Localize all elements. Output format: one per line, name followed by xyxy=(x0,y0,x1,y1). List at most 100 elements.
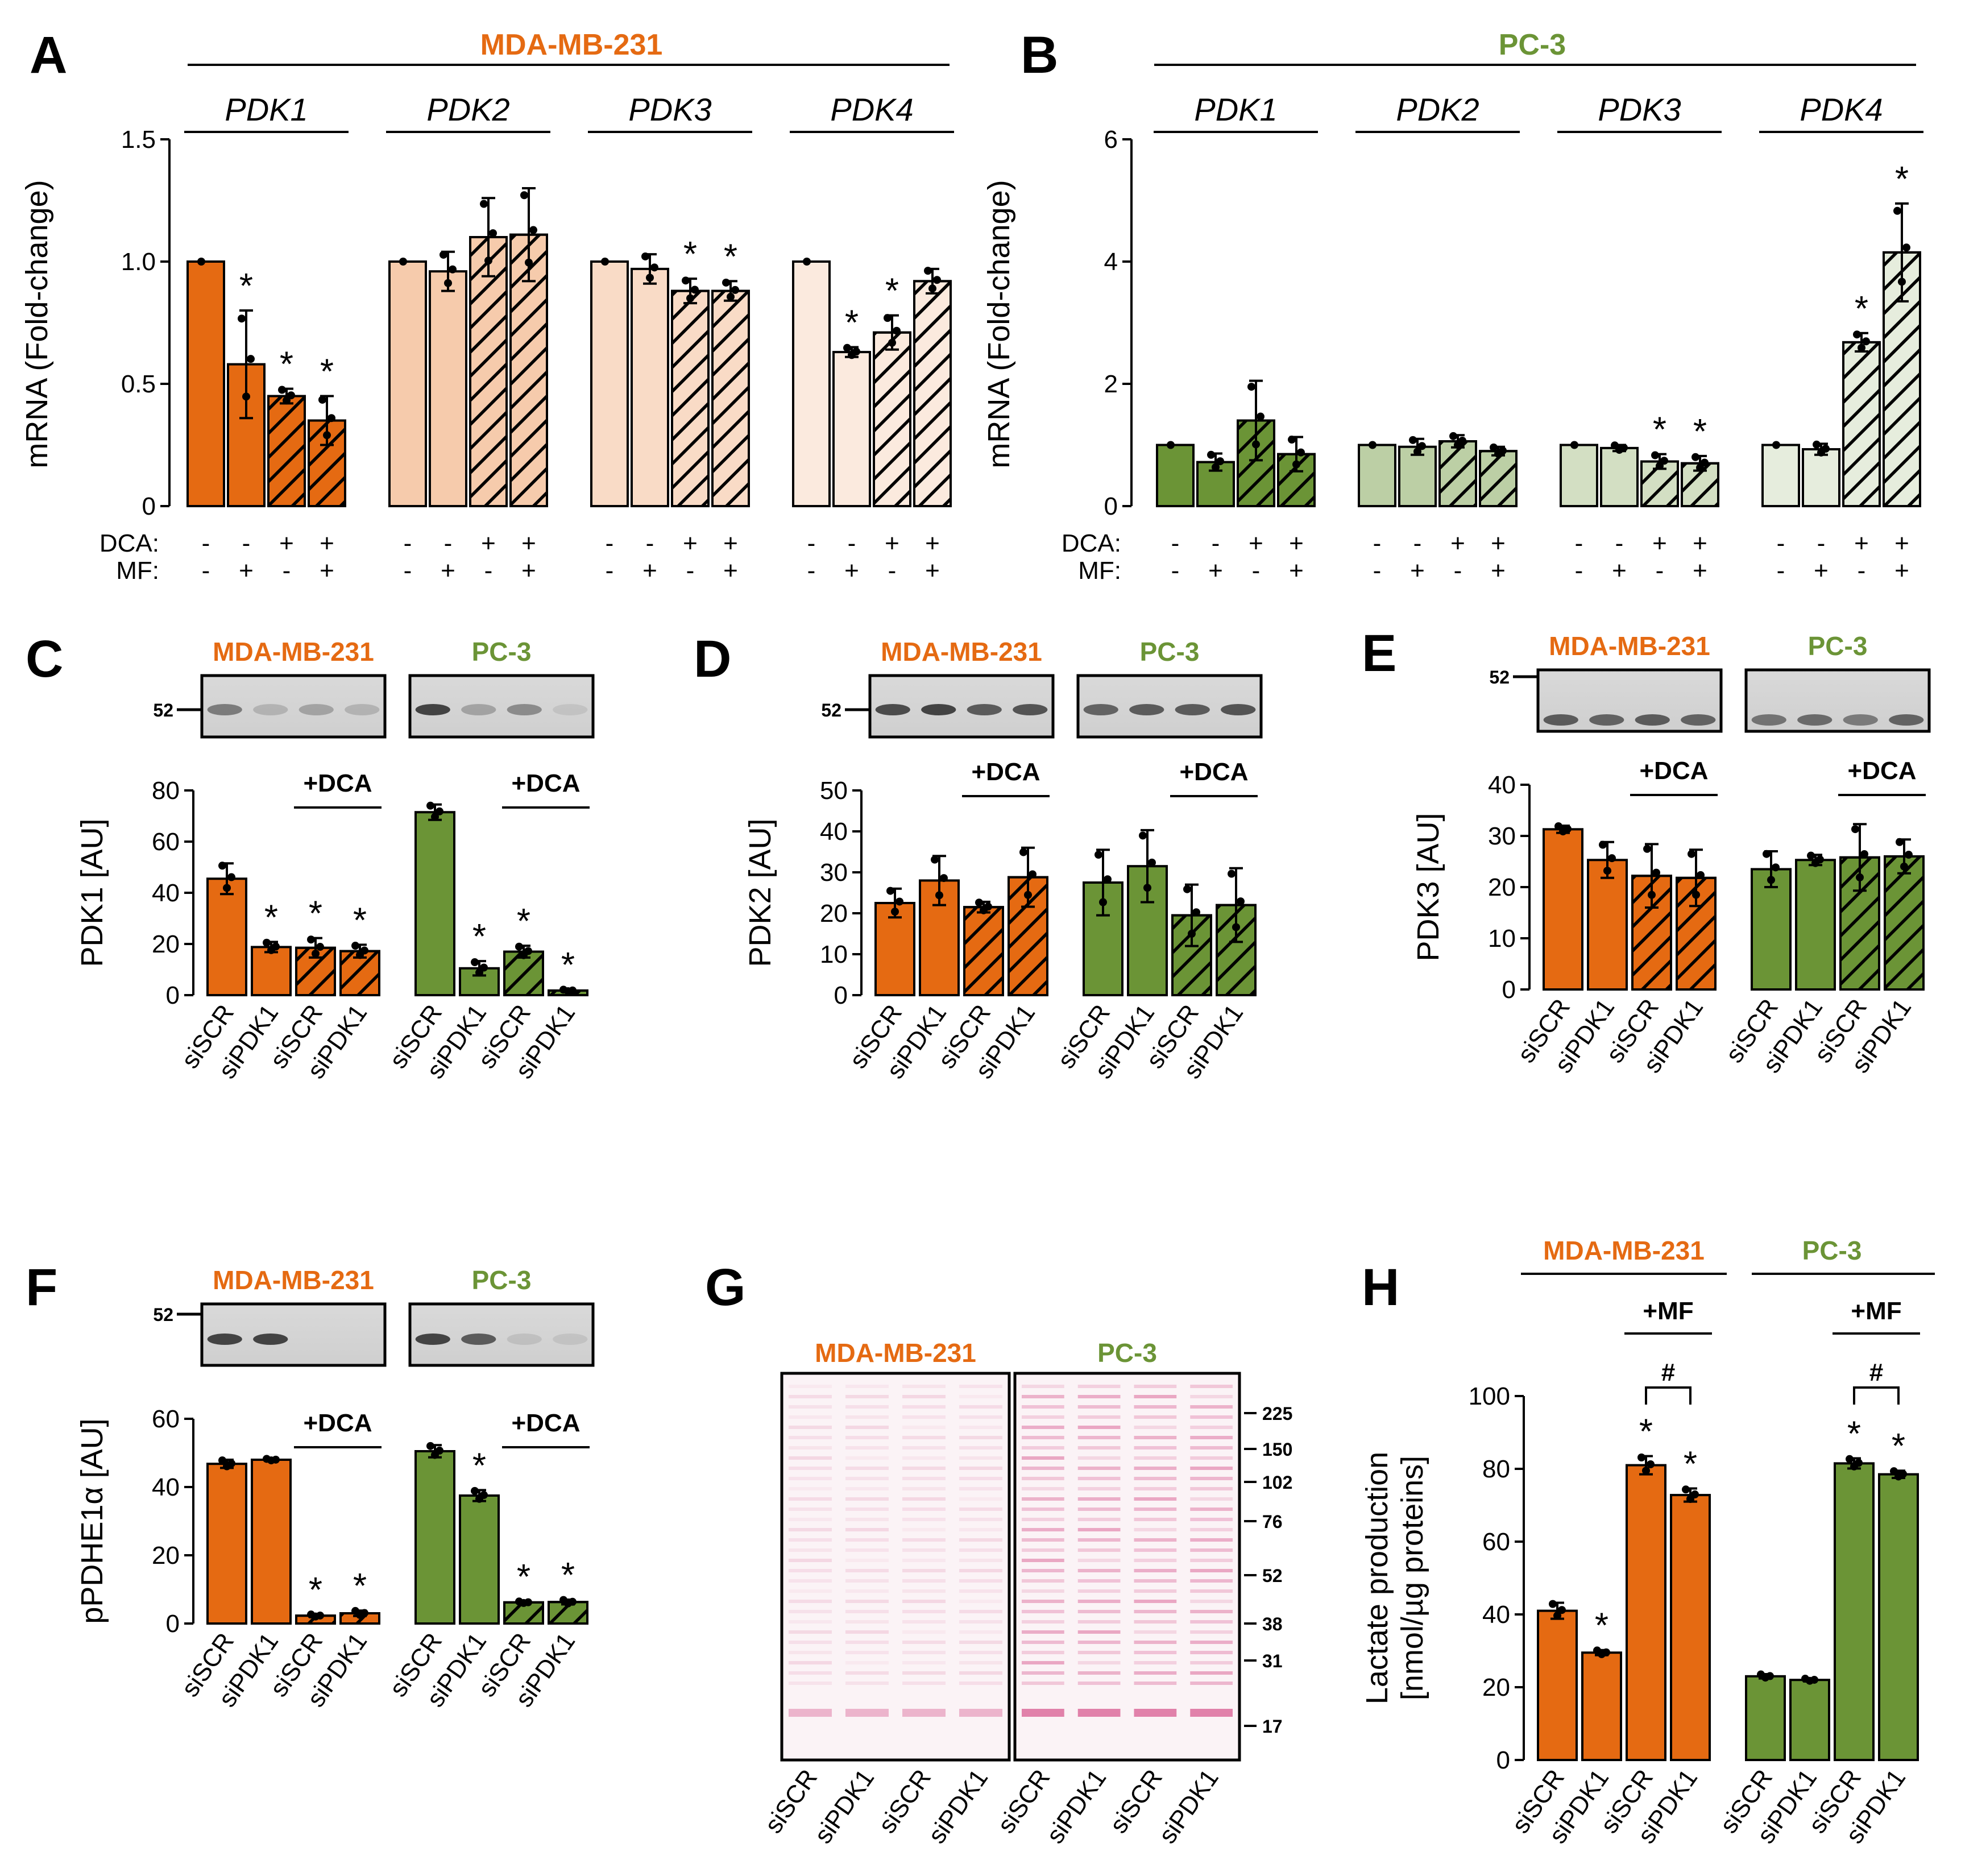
dca-sign: + xyxy=(683,529,698,557)
data-point xyxy=(1691,1490,1699,1498)
dca-sign: - xyxy=(1171,529,1180,557)
data-point xyxy=(1549,1600,1557,1608)
bar-2 xyxy=(251,1459,292,1625)
data-point xyxy=(227,873,235,881)
data-point xyxy=(888,338,896,347)
ponceau-band xyxy=(789,1508,832,1511)
significance-star: * xyxy=(309,1571,322,1610)
blot-band xyxy=(1843,714,1878,726)
ponceau-band xyxy=(1077,1661,1121,1664)
ponceau-band xyxy=(845,1709,889,1717)
blot-title-left: MDA-MB-231 xyxy=(213,1265,374,1295)
ponceau-band xyxy=(845,1415,889,1419)
data-point xyxy=(440,250,447,259)
ponceau-band xyxy=(1190,1709,1233,1717)
blot-title-right: PC-3 xyxy=(472,1265,532,1295)
ponceau-band xyxy=(1022,1630,1064,1634)
blot-band xyxy=(415,704,450,715)
data-point xyxy=(1692,891,1700,899)
ponceau-band xyxy=(1022,1651,1064,1654)
mf-sign: - xyxy=(807,557,816,585)
comparison-bracket xyxy=(1853,1386,1900,1405)
ponceau-band xyxy=(1134,1426,1177,1429)
blot-title-right: PC-3 xyxy=(1097,1338,1157,1368)
ponceau-band xyxy=(902,1436,946,1439)
ponceau-band xyxy=(1022,1395,1064,1398)
blot-title-left: MDA-MB-231 xyxy=(213,637,374,666)
ponceau-band xyxy=(1022,1548,1064,1552)
ponceau-band xyxy=(1190,1651,1233,1654)
data-point xyxy=(1192,908,1200,917)
ponceau-band xyxy=(1190,1426,1233,1429)
y-tick-label: 20 xyxy=(152,1542,180,1569)
data-point xyxy=(1763,850,1771,858)
significance-star: * xyxy=(1895,160,1909,199)
y-tick-label: 40 xyxy=(152,1473,180,1501)
ponceau-band xyxy=(959,1589,1002,1593)
ponceau-band xyxy=(1190,1395,1233,1398)
ponceau-band xyxy=(789,1497,832,1501)
bar-5 xyxy=(414,811,455,996)
data-point xyxy=(641,252,649,260)
bar-8 xyxy=(1878,1473,1919,1762)
ponceau-band xyxy=(845,1630,889,1634)
ponceau-band xyxy=(959,1508,1002,1511)
ponceau-band xyxy=(959,1477,1002,1480)
ponceau-band xyxy=(1077,1600,1121,1603)
dca-sign: + xyxy=(925,529,940,557)
dca-sign: - xyxy=(1373,529,1382,557)
data-point xyxy=(1905,851,1913,859)
ponceau-band xyxy=(789,1395,832,1398)
significance-star: * xyxy=(472,917,486,956)
mf-sign: + xyxy=(239,557,254,585)
ponceau-band xyxy=(1190,1467,1233,1470)
data-point xyxy=(278,386,286,394)
ponceau-band xyxy=(1134,1528,1177,1531)
ponceau-band xyxy=(902,1456,946,1460)
ponceau-band xyxy=(1077,1446,1121,1450)
ponceau-band xyxy=(1022,1446,1064,1450)
gene-label: PDK2 xyxy=(426,92,509,127)
bar-PDK2-2 xyxy=(429,270,467,507)
ponceau-band xyxy=(1134,1508,1177,1511)
ponceau-band xyxy=(845,1651,889,1654)
ponceau-band xyxy=(959,1682,1002,1685)
ponceau-band xyxy=(1077,1487,1121,1490)
y-tick-label: 0 xyxy=(166,982,180,1009)
bar-hatch xyxy=(267,395,306,507)
significance-star: * xyxy=(1847,1414,1861,1453)
ponceau-band xyxy=(1022,1620,1064,1624)
ponceau-band xyxy=(902,1415,946,1419)
ponceau-band xyxy=(789,1579,832,1583)
treatment-label: +MF xyxy=(1851,1297,1901,1325)
data-point xyxy=(307,935,315,944)
data-point xyxy=(1143,884,1151,892)
y-tick-label: 80 xyxy=(1482,1455,1510,1483)
data-point xyxy=(686,294,694,303)
ponceau-band xyxy=(1190,1579,1233,1583)
panel-letter: E xyxy=(1362,624,1396,682)
ponceau-band xyxy=(845,1538,889,1542)
data-point xyxy=(283,396,291,405)
y-tick-label: 60 xyxy=(1482,1528,1510,1556)
data-point xyxy=(1237,897,1245,906)
ponceau-band xyxy=(959,1456,1002,1460)
ponceau-band xyxy=(959,1610,1002,1613)
ponceau-band xyxy=(902,1477,946,1480)
data-point xyxy=(984,902,992,911)
data-point xyxy=(1608,854,1616,863)
mf-sign: + xyxy=(320,557,334,585)
ponceau-band xyxy=(1077,1436,1121,1439)
bar-hatch xyxy=(503,1601,544,1625)
significance-star: * xyxy=(320,353,334,392)
ponceau-band xyxy=(1190,1559,1233,1562)
data-point xyxy=(1900,862,1908,871)
blot-title-left: MDA-MB-231 xyxy=(1549,631,1710,661)
data-point xyxy=(1682,1485,1690,1494)
ponceau-band xyxy=(845,1589,889,1593)
data-point xyxy=(884,314,892,322)
ponceau-band xyxy=(1077,1620,1121,1624)
y-tick-label: 40 xyxy=(1488,771,1516,799)
ponceau-band xyxy=(902,1528,946,1531)
ponceau-band xyxy=(1077,1610,1121,1613)
